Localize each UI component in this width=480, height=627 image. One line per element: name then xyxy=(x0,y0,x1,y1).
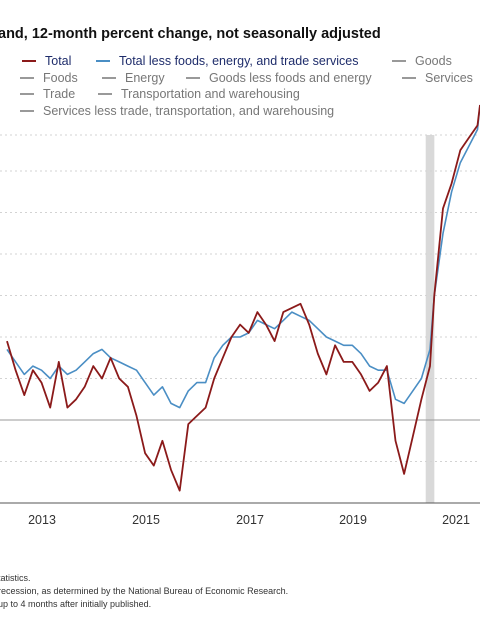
revision-note: up to 4 months after initially published… xyxy=(0,599,152,609)
series-lines xyxy=(6,104,480,492)
gridlines xyxy=(0,134,480,504)
recession-band xyxy=(425,135,435,503)
source-note: tatistics. xyxy=(0,573,31,583)
legend-total-label: Total xyxy=(45,54,72,68)
legend-total[interactable]: Total xyxy=(22,54,71,68)
chart-title: and, 12-month percent change, not season… xyxy=(0,26,381,42)
recession-note: recession, as determined by the National… xyxy=(0,586,289,596)
legend-services-less-swatch xyxy=(20,110,34,112)
legend-services-less-label: Services less trade, transportation, and… xyxy=(43,104,335,118)
legend-goods-less-label: Goods less foods and energy xyxy=(209,71,372,85)
legend-core[interactable]: Total less foods, energy, and trade serv… xyxy=(96,54,358,68)
x-tick-label-2021: 2021 xyxy=(442,513,470,527)
legend-goods-less-swatch xyxy=(186,77,200,79)
legend-services-label: Services xyxy=(425,71,473,85)
legend-services-swatch xyxy=(402,77,416,79)
x-tick-label-2013: 2013 xyxy=(28,513,56,527)
legend-trade[interactable]: Trade xyxy=(20,87,75,101)
x-tick-label-2015: 2015 xyxy=(132,513,160,527)
series-line-total[interactable] xyxy=(6,104,480,492)
series-line-core[interactable] xyxy=(6,104,480,409)
legend-trade-label: Trade xyxy=(43,87,76,101)
legend-energy-label: Energy xyxy=(125,71,165,85)
legend-core-swatch xyxy=(96,60,110,62)
x-tick-label-2017: 2017 xyxy=(236,513,264,527)
legend-energy-swatch xyxy=(102,77,116,79)
legend-foods-label: Foods xyxy=(43,71,78,85)
x-tick-label-2019: 2019 xyxy=(339,513,367,527)
legend-goods-less[interactable]: Goods less foods and energy xyxy=(186,71,372,85)
legend-foods-swatch xyxy=(20,77,34,79)
legend-total-swatch xyxy=(22,60,36,62)
legend-services-less[interactable]: Services less trade, transportation, and… xyxy=(20,104,334,118)
legend-transport-label: Transportation and warehousing xyxy=(121,87,300,101)
legend-foods[interactable]: Foods xyxy=(20,71,78,85)
legend-goods-label: Goods xyxy=(415,54,452,68)
legend-energy[interactable]: Energy xyxy=(102,71,165,85)
legend-transport[interactable]: Transportation and warehousing xyxy=(98,87,300,101)
x-axis-ticks: 2013 2015 2017 2019 2021 xyxy=(28,513,470,527)
legend-transport-swatch xyxy=(98,93,112,95)
legend-core-label: Total less foods, energy, and trade serv… xyxy=(119,54,359,68)
legend-goods-swatch xyxy=(392,60,406,62)
legend-services[interactable]: Services xyxy=(402,71,473,85)
legend-trade-swatch xyxy=(20,93,34,95)
legend-goods[interactable]: Goods xyxy=(392,54,452,68)
